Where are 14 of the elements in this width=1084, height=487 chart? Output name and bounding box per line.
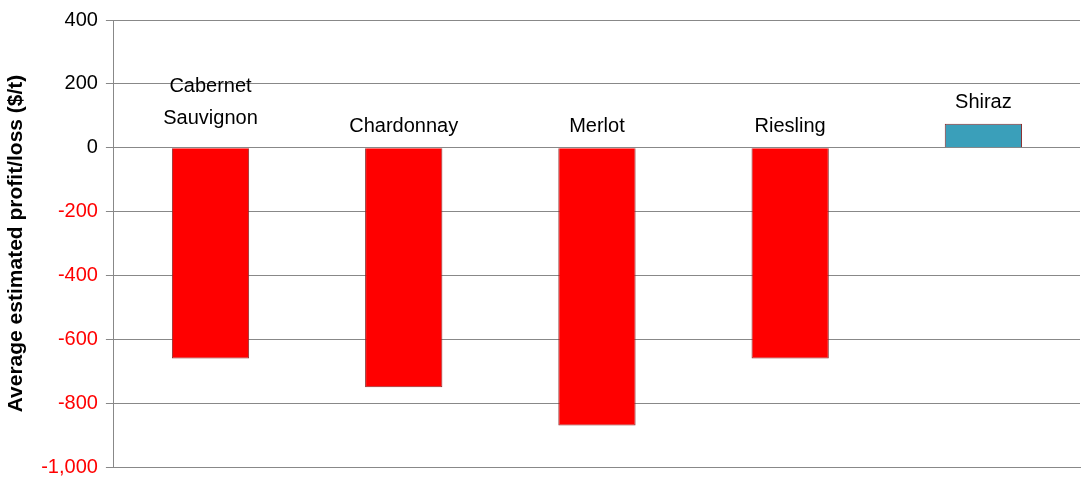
- x-tick-label: Riesling: [754, 113, 826, 136]
- x-tick-label: Merlot: [569, 113, 626, 136]
- y-tick-label: -800: [57, 390, 98, 413]
- y-tick-label: 0: [86, 135, 98, 158]
- x-tick-label: Chardonnay: [349, 113, 459, 136]
- y-tick-label: -1,000: [41, 454, 98, 477]
- x-tick-label: Shiraz: [955, 89, 1012, 112]
- y-tick-label: -400: [57, 262, 98, 285]
- y-tick-label: 400: [64, 7, 98, 30]
- y-tick-label: 200: [64, 71, 98, 94]
- x-tick-label: Cabernet Sauvignon: [163, 73, 258, 128]
- y-tick-label: -600: [57, 326, 98, 349]
- y-axis-title: Average estimated profit/loss ($/t): [3, 74, 27, 413]
- y-tick-label: -200: [57, 199, 98, 222]
